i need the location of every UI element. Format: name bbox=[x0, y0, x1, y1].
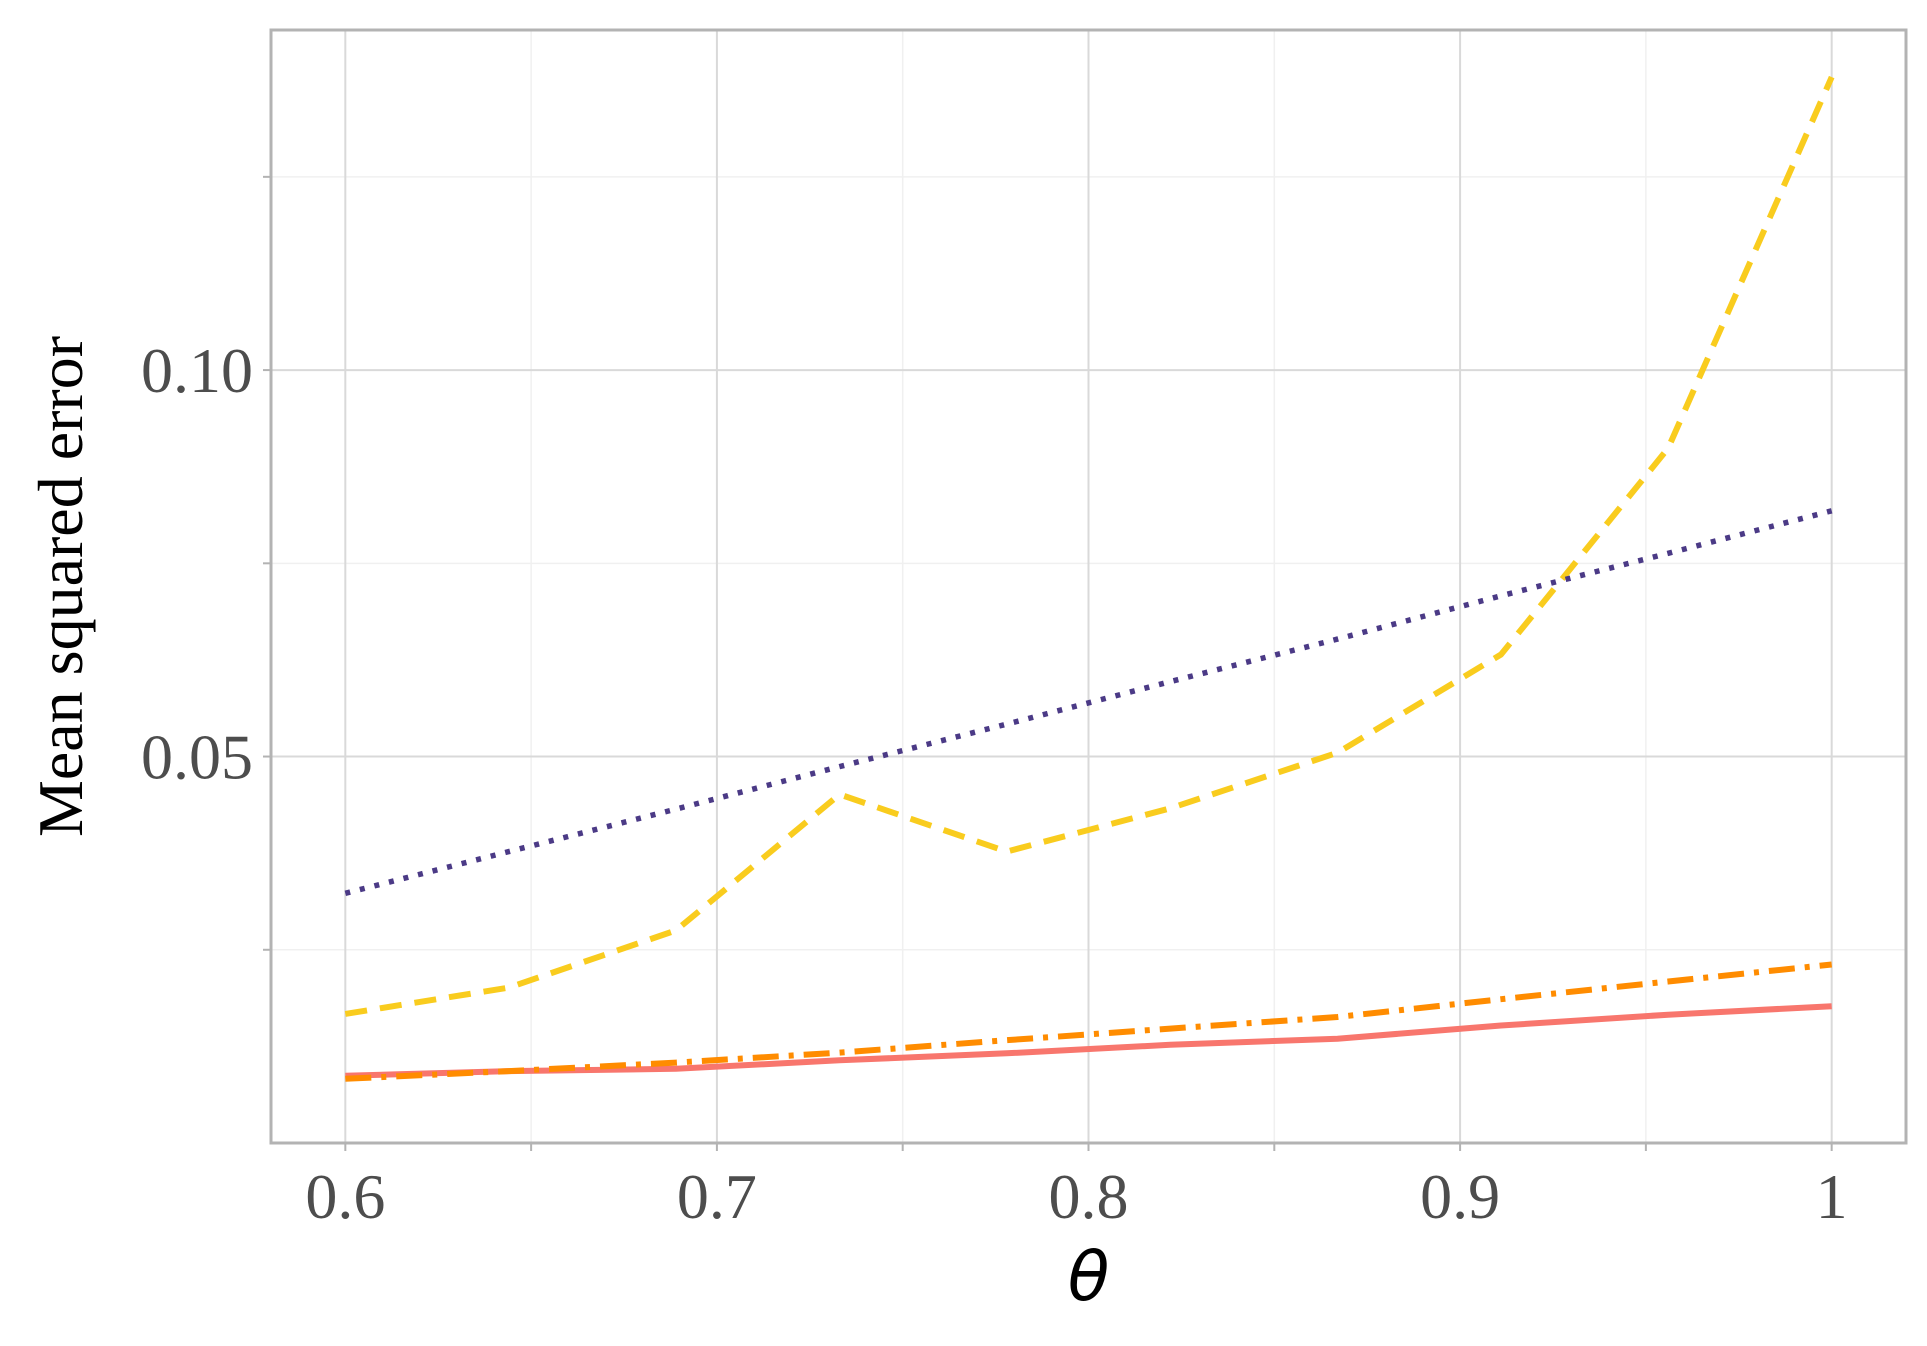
axis-tick-marks bbox=[263, 175, 1833, 1151]
major-gridlines bbox=[271, 30, 1906, 1143]
x-tick-label: 0.7 bbox=[677, 1161, 757, 1232]
series-line-dashed bbox=[344, 75, 1835, 1017]
series-line-dotted bbox=[344, 508, 1833, 896]
x-tick-label: 1 bbox=[1816, 1161, 1848, 1232]
series-line-dashdot bbox=[345, 961, 1833, 1082]
x-axis-title: θ bbox=[1068, 1238, 1110, 1317]
x-axis-tick-labels: 0.6 0.7 0.8 0.9 1 bbox=[305, 1161, 1847, 1232]
x-tick-label: 0.6 bbox=[305, 1161, 385, 1232]
y-tick-label: 0.05 bbox=[141, 722, 253, 793]
series-lines bbox=[344, 75, 1835, 1082]
x-tick-label: 0.8 bbox=[1049, 1161, 1129, 1232]
y-axis-tick-labels: 0.05 0.10 bbox=[141, 335, 253, 792]
x-tick-label: 0.9 bbox=[1420, 1161, 1500, 1232]
series-line-solid bbox=[345, 1003, 1832, 1079]
y-tick-label: 0.10 bbox=[141, 335, 253, 406]
y-axis-title: Mean squared error bbox=[25, 336, 96, 837]
